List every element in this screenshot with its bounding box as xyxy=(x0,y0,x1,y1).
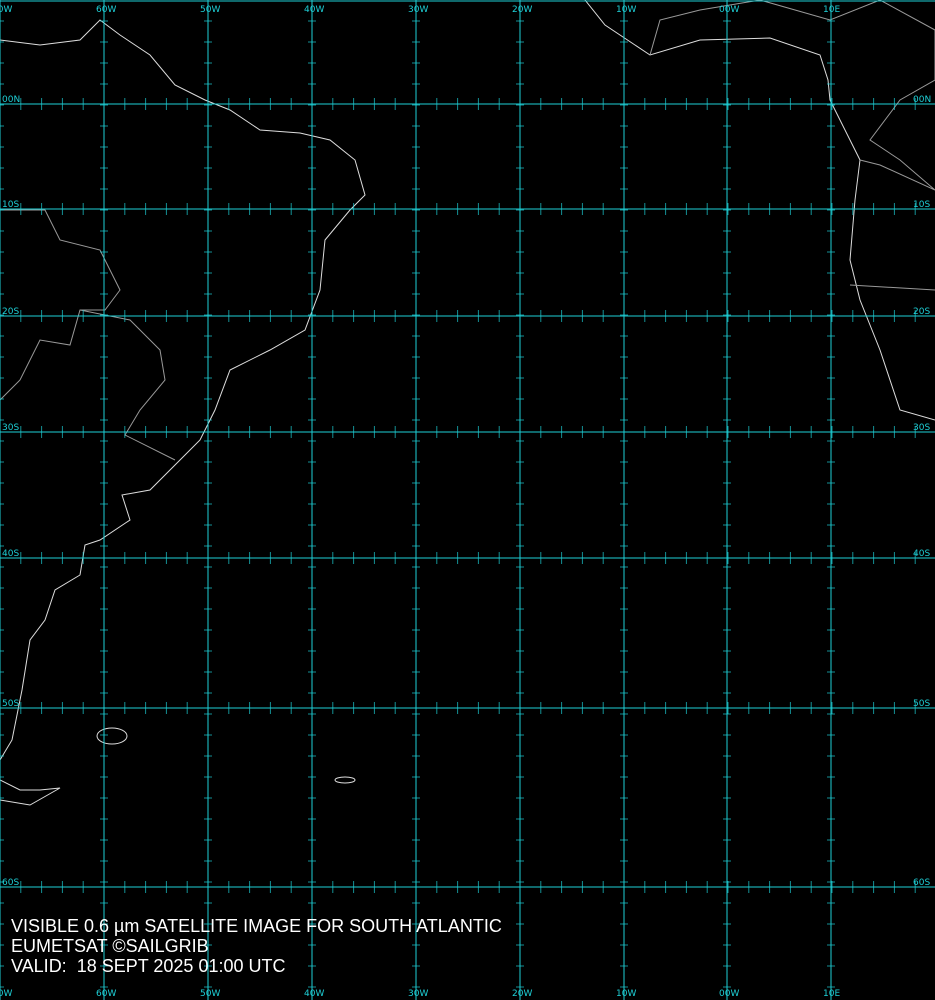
latitude-label-right: 50S xyxy=(913,699,930,709)
longitude-label-bottom: 30W xyxy=(408,989,428,999)
south-america-borders xyxy=(79,309,176,461)
caption-credit: EUMETSAT ©SAILGRIB xyxy=(11,936,209,956)
latitude-label-left: 40S xyxy=(2,549,19,559)
africa-coast xyxy=(584,0,935,421)
longitude-label-top: 60W xyxy=(96,5,116,15)
image-caption: VISIBLE 0.6 µm SATELLITE IMAGE FOR SOUTH… xyxy=(11,916,502,976)
caption-valid-time: VALID: 18 SEPT 2025 01:00 UTC xyxy=(11,956,286,976)
south-america-coast xyxy=(0,19,366,761)
longitude-label-bottom: 50W xyxy=(200,989,220,999)
longitude-label-top: 50W xyxy=(200,5,220,15)
latitude-label-left: 50S xyxy=(2,699,19,709)
africa-borders xyxy=(849,284,935,291)
longitude-label-top: 30W xyxy=(408,5,428,15)
longitude-label-bottom: 10W xyxy=(616,989,636,999)
longitude-label-top: 70W xyxy=(0,5,12,15)
longitude-label-top: 40W xyxy=(304,5,324,15)
longitude-label-bottom: 40W xyxy=(304,989,324,999)
africa-borders xyxy=(649,0,935,191)
longitude-label-top: 10W xyxy=(616,5,636,15)
latitude-label-right: 20S xyxy=(913,307,930,317)
longitude-label-top: 10E xyxy=(823,5,840,15)
latitude-label-left: 30S xyxy=(2,423,19,433)
coastlines xyxy=(0,0,935,806)
falkland-islands xyxy=(96,727,128,745)
longitude-label-top: 00W xyxy=(719,5,739,15)
latitude-label-right: 40S xyxy=(913,549,930,559)
longitude-label-bottom: 60W xyxy=(96,989,116,999)
latitude-label-left: 00N xyxy=(2,95,20,105)
latitude-label-right: 30S xyxy=(913,423,930,433)
longitude-label-top: 20W xyxy=(512,5,532,15)
longitude-label-bottom: 70W xyxy=(0,989,12,999)
south-georgia xyxy=(334,776,356,784)
latitude-label-right: 00N xyxy=(913,95,931,105)
caption-title: VISIBLE 0.6 µm SATELLITE IMAGE FOR SOUTH… xyxy=(11,916,502,936)
south-america-borders xyxy=(0,209,121,401)
latitude-label-right: 10S xyxy=(913,200,930,210)
tierra-del-fuego xyxy=(0,779,61,806)
latitude-label-left: 10S xyxy=(2,200,19,210)
latitude-label-right: 60S xyxy=(913,878,930,888)
longitude-label-bottom: 00W xyxy=(719,989,739,999)
latitude-label-left: 60S xyxy=(2,878,19,888)
longitude-label-bottom: 10E xyxy=(823,989,840,999)
longitude-label-bottom: 20W xyxy=(512,989,532,999)
latitude-label-left: 20S xyxy=(2,307,19,317)
